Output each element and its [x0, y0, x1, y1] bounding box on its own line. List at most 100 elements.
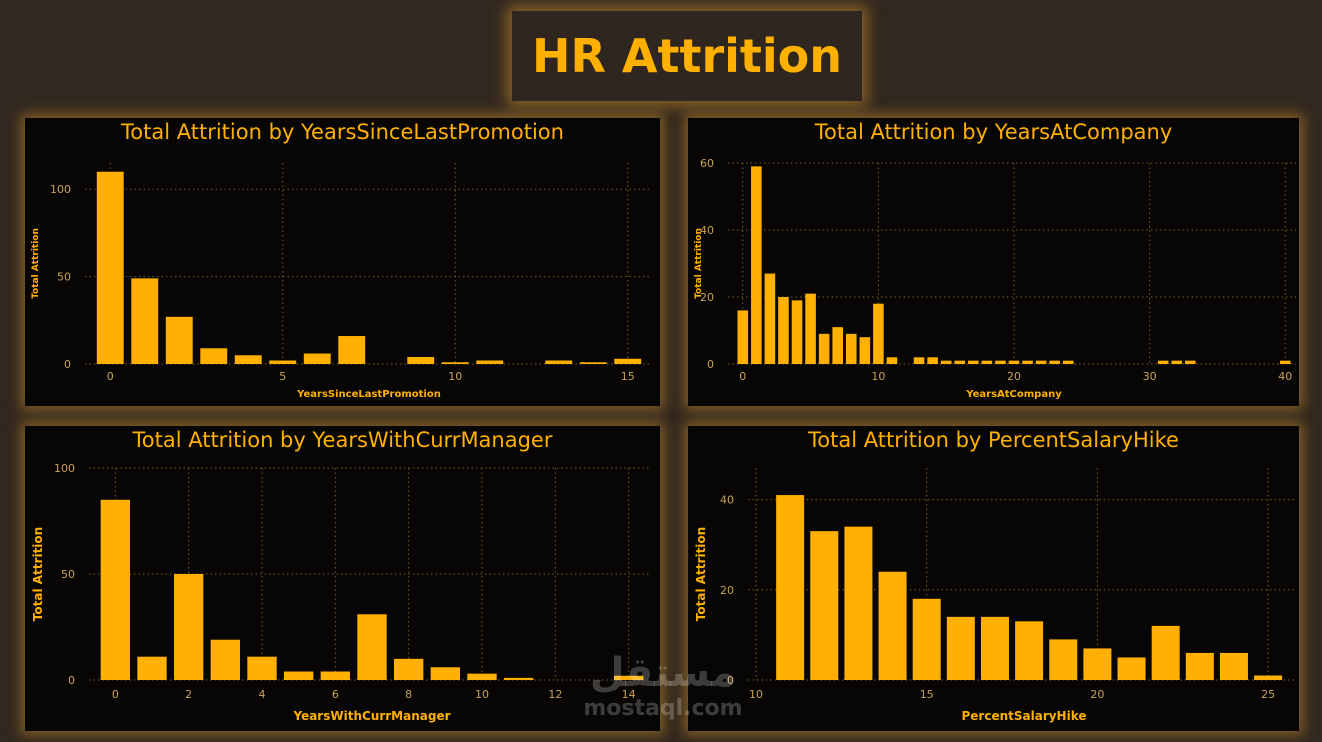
bar — [954, 360, 966, 364]
chart-years-with-curr-manager[interactable]: Total Attrition by YearsWithCurrManager … — [25, 426, 660, 731]
bar — [137, 656, 167, 680]
bar — [234, 355, 262, 364]
bar — [614, 675, 644, 680]
bar — [1008, 360, 1020, 364]
bar — [1254, 675, 1283, 680]
x-tick-label: 10 — [475, 688, 489, 701]
bar — [832, 327, 843, 364]
y-tick-label: 100 — [50, 183, 71, 196]
bar — [980, 616, 1009, 680]
x-tick-label: 20 — [1007, 370, 1021, 383]
y-axis-title: Total Attrition — [694, 228, 704, 299]
y-tick-label: 100 — [54, 462, 75, 475]
bar — [778, 297, 789, 364]
bar — [1171, 360, 1183, 364]
y-tick-label: 40 — [720, 494, 734, 507]
chart-svg: 0 50 100 0 2 4 6 8 10 12 14 YearsWithCurrManager Tot… — [31, 462, 651, 723]
bar — [776, 495, 805, 680]
x-tick-label: 40 — [1278, 370, 1292, 383]
bar — [886, 357, 898, 364]
y-tick-label: 20 — [720, 584, 734, 597]
bar — [1083, 648, 1112, 680]
chart-title: Total Attrition by YearsWithCurrManager — [132, 428, 553, 452]
bar — [545, 360, 573, 364]
x-axis-title: YearsAtCompany — [965, 389, 1062, 400]
chart-years-since-last-promotion[interactable]: Total Attrition by YearsSinceLastPromoti… — [25, 118, 660, 406]
bar — [174, 574, 204, 680]
bar — [269, 360, 297, 364]
x-tick-label: 8 — [405, 688, 412, 701]
bar — [859, 337, 871, 364]
bar — [805, 293, 816, 364]
bar — [1022, 360, 1033, 364]
x-tick-label: 4 — [259, 688, 266, 701]
bar — [1185, 652, 1214, 680]
bar — [210, 639, 240, 680]
bar — [927, 357, 938, 364]
bar — [913, 357, 925, 364]
y-axis-title: Total Attrition — [31, 228, 41, 299]
bar — [247, 656, 277, 680]
x-tick-label: 0 — [107, 370, 114, 383]
bar — [614, 358, 642, 364]
bar — [1117, 657, 1146, 680]
bar — [912, 598, 941, 680]
bar — [100, 499, 130, 680]
y-tick-label: 0 — [707, 358, 714, 371]
y-tick-label: 60 — [700, 157, 714, 170]
bar — [131, 278, 159, 364]
x-tick-label: 25 — [1261, 688, 1275, 701]
bar — [338, 336, 366, 364]
bar — [394, 658, 424, 680]
bar — [818, 333, 830, 364]
y-tick-label: 0 — [727, 674, 734, 687]
y-tick-label: 40 — [700, 224, 714, 237]
x-tick-label: 10 — [871, 370, 885, 383]
bar — [810, 531, 839, 680]
x-axis-title: PercentSalaryHike — [961, 709, 1086, 723]
chart-years-at-company[interactable]: Total Attrition by YearsAtCompany 0 20 40 6… — [688, 118, 1299, 406]
chart-svg: 0 20 40 10 15 20 25 PercentSalaryHike Total Attr… — [694, 468, 1296, 723]
y-tick-label: 0 — [64, 358, 71, 371]
y-tick-label: 50 — [61, 568, 75, 581]
report-title-box: HR Attrition — [512, 11, 862, 101]
bar — [504, 677, 534, 680]
bar — [1157, 360, 1169, 364]
chart-title: Total Attrition by YearsSinceLastPromoti… — [121, 120, 564, 144]
bar — [1049, 639, 1078, 680]
bar — [407, 357, 435, 364]
bar — [981, 360, 993, 364]
x-tick-label: 10 — [749, 688, 763, 701]
bar — [579, 362, 607, 364]
x-tick-label: 15 — [621, 370, 635, 383]
bar — [845, 333, 857, 364]
bar — [200, 348, 228, 364]
y-axis-title: Total Attrition — [694, 527, 708, 621]
x-tick-label: 0 — [739, 370, 746, 383]
x-axis-title: YearsWithCurrManager — [292, 709, 450, 723]
bar — [320, 671, 350, 680]
bar — [284, 671, 314, 680]
bar — [430, 667, 460, 680]
y-tick-label: 50 — [57, 271, 71, 284]
x-tick-label: 14 — [622, 688, 636, 701]
bar — [995, 360, 1006, 364]
bar — [96, 171, 124, 364]
x-tick-label: 12 — [548, 688, 562, 701]
bar — [873, 303, 884, 364]
y-tick-label: 20 — [700, 291, 714, 304]
bar — [940, 360, 952, 364]
chart-title: Total Attrition by YearsAtCompany — [814, 120, 1173, 144]
chart-percent-salary-hike[interactable]: Total Attrition by PercentSalaryHike 0 20… — [688, 426, 1299, 731]
bar — [1035, 360, 1047, 364]
bar — [357, 614, 387, 680]
report-title: HR Attrition — [531, 29, 843, 83]
bar — [791, 300, 803, 364]
bar — [968, 360, 979, 364]
bar — [476, 360, 504, 364]
x-tick-label: 10 — [448, 370, 462, 383]
y-tick-label: 0 — [68, 674, 75, 687]
bar — [1049, 360, 1060, 364]
x-axis-title: YearsSinceLastPromotion — [296, 389, 441, 400]
bar — [1015, 621, 1044, 680]
